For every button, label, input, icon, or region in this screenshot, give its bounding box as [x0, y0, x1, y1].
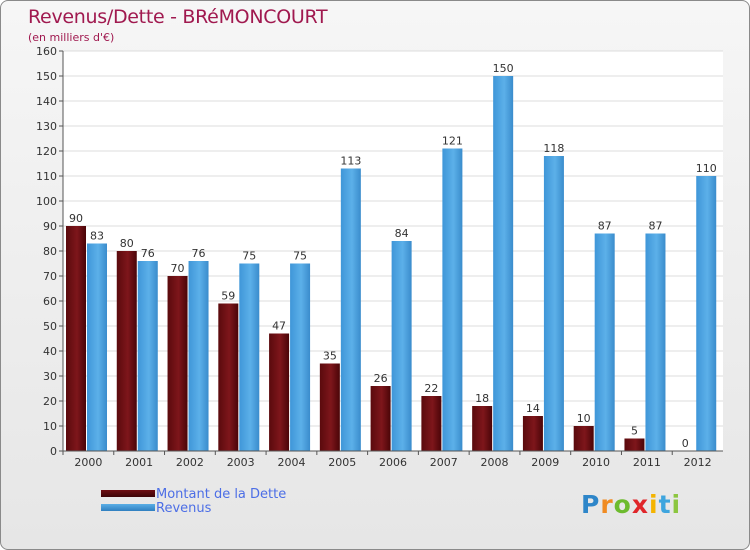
data-label-revenue: 75 — [242, 250, 256, 263]
logo-letter: i — [649, 490, 659, 519]
x-tick-label: 2001 — [125, 456, 153, 469]
legend-swatch-debt — [101, 490, 155, 497]
data-label-debt: 18 — [475, 392, 489, 405]
data-label-debt: 90 — [69, 212, 83, 225]
y-tick-label: 30 — [43, 370, 57, 383]
data-label-debt: 10 — [577, 412, 591, 425]
data-label-revenue: 87 — [648, 220, 662, 233]
logo-letter: t — [658, 490, 672, 519]
logo-letter: P — [581, 490, 601, 519]
x-tick-label: 2012 — [684, 456, 712, 469]
x-tick-label: 2008 — [481, 456, 509, 469]
bar-revenue — [442, 148, 463, 451]
data-label-revenue: 150 — [493, 62, 514, 75]
legend-label-debt: Montant de la Dette — [156, 487, 287, 502]
bar-debt — [370, 386, 391, 451]
data-label-revenue: 110 — [696, 162, 717, 175]
chart-subtitle: (en milliers d'€) — [28, 31, 115, 44]
logo-letter: o — [613, 490, 632, 519]
y-tick-label: 110 — [36, 170, 57, 183]
y-tick-label: 10 — [43, 420, 57, 433]
bar-revenue — [594, 233, 615, 451]
data-label-revenue: 113 — [340, 155, 361, 168]
y-tick-label: 120 — [36, 145, 57, 158]
x-tick-label: 2005 — [328, 456, 356, 469]
bar-debt — [269, 333, 290, 451]
logo-letter: x — [631, 490, 649, 519]
logo-letter: i — [671, 490, 682, 519]
data-label-revenue: 83 — [90, 230, 104, 243]
data-label-debt: 5 — [631, 425, 638, 438]
x-tick-label: 2002 — [176, 456, 204, 469]
bar-debt — [66, 226, 86, 451]
x-tick-label: 2004 — [277, 456, 305, 469]
legend-swatch-revenue — [101, 504, 155, 511]
data-label-debt: 35 — [323, 350, 337, 363]
data-label-revenue: 75 — [293, 250, 307, 263]
bar-debt — [573, 426, 594, 451]
y-tick-label: 130 — [36, 120, 57, 133]
y-tick-label: 20 — [43, 395, 57, 408]
bar-revenue — [696, 176, 717, 451]
data-label-revenue: 76 — [192, 247, 206, 260]
bar-revenue — [391, 241, 412, 451]
chart-title: Revenus/Dette - BRéMONCOURT — [28, 6, 328, 28]
data-label-debt: 14 — [526, 402, 540, 415]
y-tick-label: 90 — [43, 220, 57, 233]
bar-revenue — [239, 263, 260, 451]
data-label-debt: 80 — [120, 237, 134, 250]
y-tick-label: 100 — [36, 195, 57, 208]
data-label-debt: 22 — [424, 382, 438, 395]
bar-revenue — [543, 156, 564, 451]
bar-revenue — [340, 168, 361, 451]
data-label-debt: 59 — [221, 290, 235, 303]
x-tick-label: 2006 — [379, 456, 407, 469]
bar-debt — [218, 303, 239, 451]
bar-revenue — [290, 263, 311, 451]
bar-debt — [624, 438, 645, 451]
bar-revenue — [645, 233, 666, 451]
x-tick-label: 2007 — [430, 456, 458, 469]
bar-debt — [167, 276, 188, 451]
data-label-debt: 0 — [682, 437, 689, 450]
data-label-revenue: 118 — [543, 142, 564, 155]
x-tick-label: 2011 — [633, 456, 661, 469]
y-tick-label: 70 — [43, 270, 57, 283]
y-tick-label: 0 — [50, 445, 57, 458]
y-tick-label: 50 — [43, 320, 57, 333]
bar-debt — [522, 416, 543, 451]
data-label-revenue: 76 — [141, 247, 155, 260]
y-tick-label: 40 — [43, 345, 57, 358]
y-tick-label: 60 — [43, 295, 57, 308]
logo-letter: r — [600, 490, 614, 519]
bar-debt — [472, 406, 493, 451]
data-label-debt: 26 — [374, 372, 388, 385]
x-tick-label: 2000 — [74, 456, 102, 469]
bar-revenue — [137, 261, 158, 451]
bar-revenue — [493, 76, 514, 451]
y-tick-label: 160 — [36, 45, 57, 58]
legend-label-revenue: Revenus — [156, 501, 212, 516]
y-tick-label: 80 — [43, 245, 57, 258]
proxiti-logo: Proxiti — [581, 490, 681, 519]
data-label-revenue: 84 — [395, 227, 409, 240]
data-label-debt: 70 — [171, 262, 185, 275]
x-tick-label: 2003 — [227, 456, 255, 469]
x-tick-label: 2009 — [531, 456, 559, 469]
bar-revenue — [87, 243, 107, 451]
bar-debt — [421, 396, 442, 451]
bar-debt — [319, 363, 340, 451]
data-label-debt: 47 — [272, 320, 286, 333]
y-tick-label: 140 — [36, 95, 57, 108]
data-label-revenue: 121 — [442, 135, 463, 148]
x-tick-label: 2010 — [582, 456, 610, 469]
bar-debt — [116, 251, 137, 451]
bar-revenue — [188, 261, 209, 451]
y-tick-label: 150 — [36, 70, 57, 83]
data-label-revenue: 87 — [598, 220, 612, 233]
